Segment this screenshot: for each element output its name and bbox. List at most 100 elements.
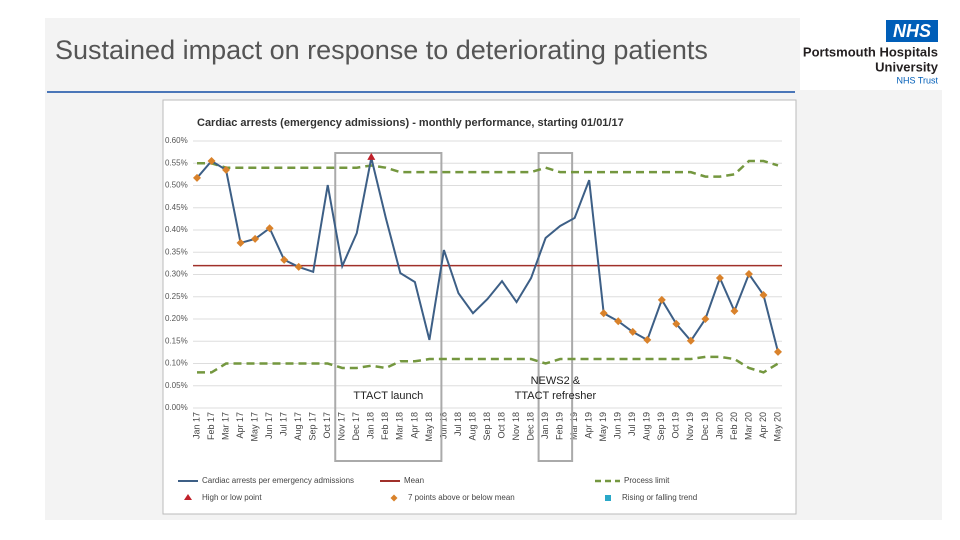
annotation-box [334,152,443,462]
run-marker [265,224,274,233]
x-tick-label: Nov 19 [685,412,695,441]
y-tick-label: 0.40% [165,225,188,234]
annotation-box [537,152,574,462]
x-tick-label: Sep 17 [308,412,318,441]
x-tick-label: Jan 19 [540,412,550,439]
y-tick-label: 0.15% [165,336,188,345]
y-tick-label: 0.00% [165,403,188,412]
high-low-marker [367,152,376,160]
run-marker [222,165,231,174]
chart-title: Cardiac arrests (emergency admissions) -… [197,117,624,129]
x-tick-label: Mar 19 [569,412,579,440]
x-tick-label: May 20 [772,412,782,442]
x-tick-label: Sep 19 [656,412,666,441]
x-tick-label: Oct 18 [496,412,506,439]
legend-swatch [605,495,611,501]
x-tick-label: Aug 18 [467,412,477,441]
annotation-text: NEWS2 & [531,375,581,387]
x-tick-label: May 19 [598,412,608,442]
y-tick-label: 0.20% [165,314,188,323]
run-marker [294,262,303,271]
y-tick-label: 0.30% [165,270,188,279]
y-tick-label: 0.35% [165,247,188,256]
run-marker [715,274,724,283]
x-tick-label: Jan 20 [714,412,724,439]
x-tick-label: Apr 18 [409,412,419,439]
run-marker [193,173,201,182]
slide-title: Sustained impact on response to deterior… [55,35,708,65]
x-tick-label: Aug 17 [293,412,303,441]
legend-label: Process limit [624,476,670,485]
x-tick-label: Jun 18 [438,412,448,439]
x-tick-label: Mar 20 [743,412,753,440]
x-tick-label: Nov 17 [337,412,347,441]
run-marker [280,255,289,264]
x-tick-label: Mar 17 [220,412,230,440]
x-tick-label: Jul 17 [279,412,289,436]
x-tick-label: Jan 17 [191,412,201,439]
x-tick-label: Apr 20 [758,412,768,439]
x-tick-label: Dec 19 [700,412,710,441]
legend-label: High or low point [202,493,262,502]
x-tick-label: Feb 20 [729,412,739,440]
run-marker [774,347,782,356]
legend-label: Rising or falling trend [622,493,697,502]
series-line [196,157,779,353]
run-marker [628,327,637,336]
x-tick-label: Jul 18 [453,412,463,436]
plot: 0.00% 0.05% 0.10% 0.15% 0.20% 0.25% 0.30% 0.35%… [165,136,782,502]
x-tick-label: Nov 18 [511,412,521,441]
y-tick-label: 0.25% [165,292,188,301]
y-tick-label: 0.55% [165,158,188,167]
y-tick-label: 0.05% [165,381,188,390]
logo-name: University [875,59,939,74]
x-tick-label: Mar 18 [395,412,405,440]
run-marker [759,290,768,299]
legend-label: Mean [404,476,424,485]
y-tick-label: 0.50% [165,181,188,190]
x-tick-label: Dec 17 [351,412,361,441]
x-tick-label: Oct 17 [322,412,332,439]
process-limit-upper [197,159,779,178]
run-marker [599,309,608,318]
x-tick-label: Jun 19 [613,412,623,439]
logo-sub: NHS Trust [896,75,938,85]
x-tick-label: Sep 18 [482,412,492,441]
x-tick-label: Feb 18 [380,412,390,440]
x-tick-label: Jun 17 [264,412,274,439]
run-marker [643,335,652,344]
run-marker [744,270,753,279]
annotation-text: TTACT launch [353,390,423,402]
x-tick-label: Oct 19 [671,412,681,439]
run-marker [251,234,260,243]
x-tick-label: Jan 18 [366,412,376,439]
legend-label: Cardiac arrests per emergency admissions [202,476,354,485]
x-tick-label: Feb 17 [206,412,216,440]
legend-swatch [390,494,398,502]
x-tick-label: Dec 18 [525,412,535,441]
x-tick-label: May 18 [424,412,434,442]
run-marker [701,315,710,323]
y-tick-label: 0.60% [165,136,188,145]
run-marker [236,238,245,247]
x-tick-label: Apr 17 [235,412,245,439]
y-tick-label: 0.45% [165,203,188,212]
x-tick-label: Apr 19 [584,412,594,439]
annotation-text: TTACT refresher [515,390,597,402]
y-tick-label: 0.10% [165,359,188,368]
logo-mark-bg [886,20,938,42]
legend-label: 7 points above or below mean [408,493,515,502]
run-marker [672,319,681,328]
x-tick-label: Jul 19 [627,412,637,436]
run-marker [207,157,216,166]
run-marker [657,295,666,304]
x-tick-label: Feb 19 [555,412,565,440]
run-marker [686,336,695,345]
x-tick-label: May 17 [249,412,259,442]
run-marker [614,317,623,326]
logo-mark: NHS [893,21,931,41]
x-tick-label: Aug 19 [642,412,652,441]
run-marker [730,306,739,315]
logo-name: Portsmouth Hospitals [803,44,938,59]
